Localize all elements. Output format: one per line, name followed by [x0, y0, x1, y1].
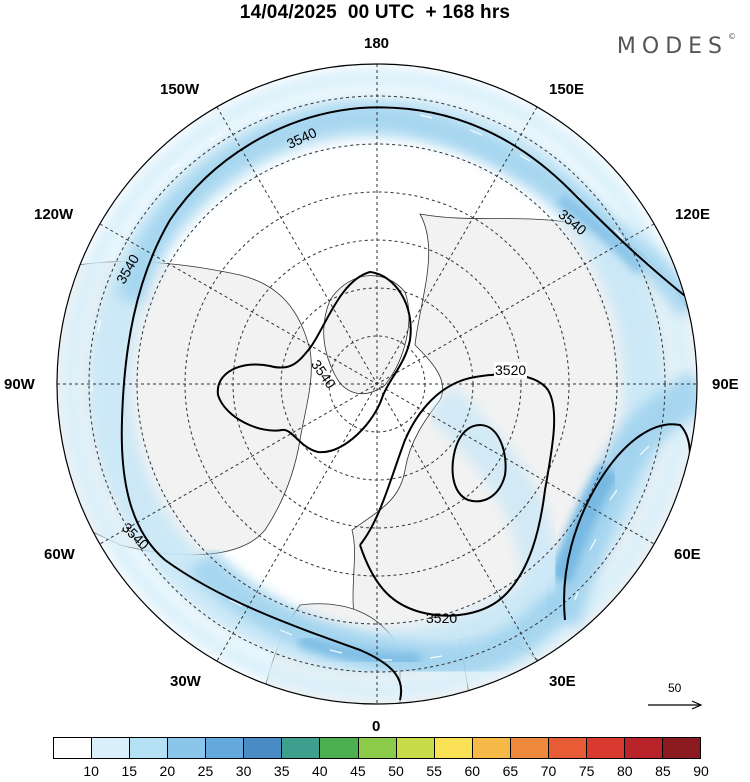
colorbar-tick-label: 90 — [693, 763, 709, 779]
colorbar-tick-label: 15 — [121, 763, 138, 779]
colorbar-tick-label: 85 — [655, 763, 671, 779]
colorbar-tick-label: 20 — [159, 763, 176, 779]
colorbar-tick-label: 45 — [350, 763, 366, 779]
longitude-label-180: 180 — [364, 35, 390, 52]
colorbar-tick-label: 80 — [616, 763, 633, 779]
colorbar-tick-label: 55 — [426, 763, 442, 779]
contour-3540-outer — [120, 106, 691, 701]
colorbar-tick-label: 50 — [388, 763, 404, 779]
longitude-label-90e: 90E — [712, 376, 739, 393]
colorbar-swatch — [168, 738, 207, 758]
colorbar-swatch — [130, 738, 169, 758]
colorbar-tick-label: 70 — [540, 763, 557, 779]
longitude-label-120e: 120E — [675, 206, 711, 223]
longitude-label-60e: 60E — [674, 546, 701, 563]
colorbar-tick-label: 35 — [273, 763, 290, 779]
brand-mark: © — [728, 32, 736, 41]
brand-text: MODES — [616, 34, 728, 59]
colorbar-tick-label: 65 — [502, 763, 519, 779]
reference-arrow-icon — [648, 700, 703, 710]
longitude-label-60w: 60W — [44, 546, 75, 563]
colorbar-swatch — [358, 738, 397, 758]
colorbar-tick-label: 30 — [235, 763, 252, 779]
longitude-label-0: 0 — [372, 718, 381, 735]
colorbar-swatch — [472, 738, 511, 758]
colorbar-swatch — [282, 738, 321, 758]
colorbar-swatch — [396, 738, 435, 758]
colorbar-swatch — [624, 738, 663, 758]
colorbar-tick-label: 25 — [197, 763, 214, 779]
map-title: 14/04/2025 00 UTC + 168 hrs — [239, 2, 511, 23]
colorbar-swatch — [434, 738, 473, 758]
height-contours — [120, 106, 691, 701]
contour-3520-europe — [359, 373, 556, 617]
reference-vector-label: 50 — [668, 681, 682, 695]
colorbar-tick-label: 40 — [312, 763, 328, 779]
colorbar-swatch — [663, 738, 701, 758]
longitude-label-120w: 120W — [34, 206, 74, 223]
longitude-label-30w: 30W — [170, 673, 201, 690]
contour-label: 3520 — [426, 610, 458, 626]
longitude-label-150w: 150W — [160, 81, 200, 98]
longitude-label-30e: 30E — [549, 673, 576, 690]
colorbar-tick-label: 75 — [578, 763, 595, 779]
colorbar-tick-label: 60 — [464, 763, 481, 779]
map-boundary — [56, 63, 698, 705]
modes-logo: MODES© — [616, 32, 736, 59]
colorbar-swatch — [206, 738, 245, 758]
colorbar-swatch — [92, 738, 131, 758]
colorbar — [53, 737, 701, 759]
contour-3540-polar — [216, 270, 412, 454]
colorbar-swatch — [510, 738, 549, 758]
colorbar-swatch — [586, 738, 625, 758]
contour-3540-east — [563, 423, 691, 621]
greenland-land — [323, 275, 410, 394]
longitude-label-150e: 150E — [549, 81, 585, 98]
longitude-label-90w: 90W — [4, 376, 35, 393]
contour-3520-closed — [451, 423, 507, 503]
contour-label: 3520 — [494, 362, 528, 378]
colorbar-swatch — [54, 738, 93, 758]
colorbar-tick-label: 10 — [83, 763, 99, 779]
graticule — [57, 64, 697, 704]
colorbar-swatch — [548, 738, 587, 758]
colorbar-swatch — [320, 738, 359, 758]
colorbar-swatch — [244, 738, 283, 758]
